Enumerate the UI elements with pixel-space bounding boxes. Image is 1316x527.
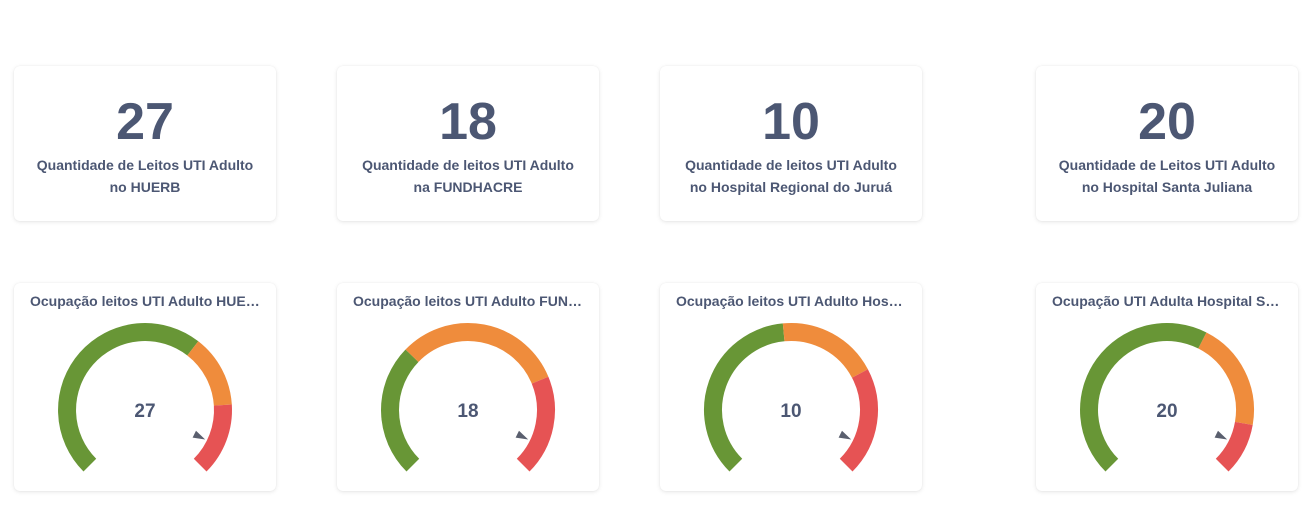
gauge-card-fundhacre[interactable]: Ocupação leitos UTI Adulto FUNDHACRE 18 xyxy=(337,283,599,491)
scalar-card-fundhacre[interactable]: 18 Quantidade de leitos UTI Adulto na FU… xyxy=(337,66,599,221)
gauge-segment-red xyxy=(1215,421,1253,472)
gauge-card-santa-juliana[interactable]: Ocupação UTI Adulta Hospital Santa Julia… xyxy=(1036,283,1298,491)
gauge-chart: 27 xyxy=(58,323,232,472)
scalar-value: 10 xyxy=(762,93,820,151)
scalar-card-huerb[interactable]: 27 Quantidade de Leitos UTI Adulto no HU… xyxy=(14,66,276,221)
gauge-segment-red xyxy=(516,376,555,472)
gauge-value: 18 xyxy=(457,401,478,422)
gauge-needle-icon xyxy=(192,430,206,440)
scalar-value: 27 xyxy=(116,93,174,151)
gauge-segment-orange xyxy=(405,323,549,384)
gauge-segment-orange xyxy=(782,323,868,378)
gauge-segment-red xyxy=(193,404,232,472)
gauge-segment-green xyxy=(381,349,420,472)
gauge-value: 27 xyxy=(134,401,155,422)
scalar-card-jurua[interactable]: 10 Quantidade de leitos UTI Adulto no Ho… xyxy=(660,66,922,221)
gauge-card-huerb[interactable]: Ocupação leitos UTI Adulto HUERB 27 xyxy=(14,283,276,491)
gauge-chart: 18 xyxy=(381,323,555,472)
scalar-value: 18 xyxy=(439,93,497,151)
scalar-label: Quantidade de Leitos UTI Adulto no Hospi… xyxy=(1058,157,1276,195)
gauge-chart: 10 xyxy=(704,323,878,472)
scalar-label: Quantidade de leitos UTI Adulto na FUNDH… xyxy=(362,157,574,195)
gauge-segment-red xyxy=(839,369,878,472)
gauge-segment-green xyxy=(58,323,199,472)
gauge-value: 20 xyxy=(1156,401,1177,422)
gauge-needle-icon xyxy=(838,430,852,440)
gauge-needle-icon xyxy=(1214,430,1228,440)
scalar-card-santa-juliana[interactable]: 20 Quantidade de Leitos UTI Adulto no Ho… xyxy=(1036,66,1298,221)
gauge-chart: 20 xyxy=(1080,323,1254,472)
gauge-segment-orange xyxy=(1198,332,1254,425)
scalar-label: Quantidade de leitos UTI Adulto no Hospi… xyxy=(685,157,897,195)
gauge-segment-green xyxy=(1080,323,1207,472)
gauge-value: 10 xyxy=(780,401,801,422)
scalar-label: Quantidade de Leitos UTI Adulto no HUERB xyxy=(36,157,254,195)
gauge-needle-icon xyxy=(515,430,529,440)
scalar-value: 20 xyxy=(1138,93,1196,151)
gauge-segment-orange xyxy=(187,341,232,407)
gauge-segment-green xyxy=(704,323,785,472)
gauge-card-jurua[interactable]: Ocupação leitos UTI Adulto Hospital Regi… xyxy=(660,283,922,491)
